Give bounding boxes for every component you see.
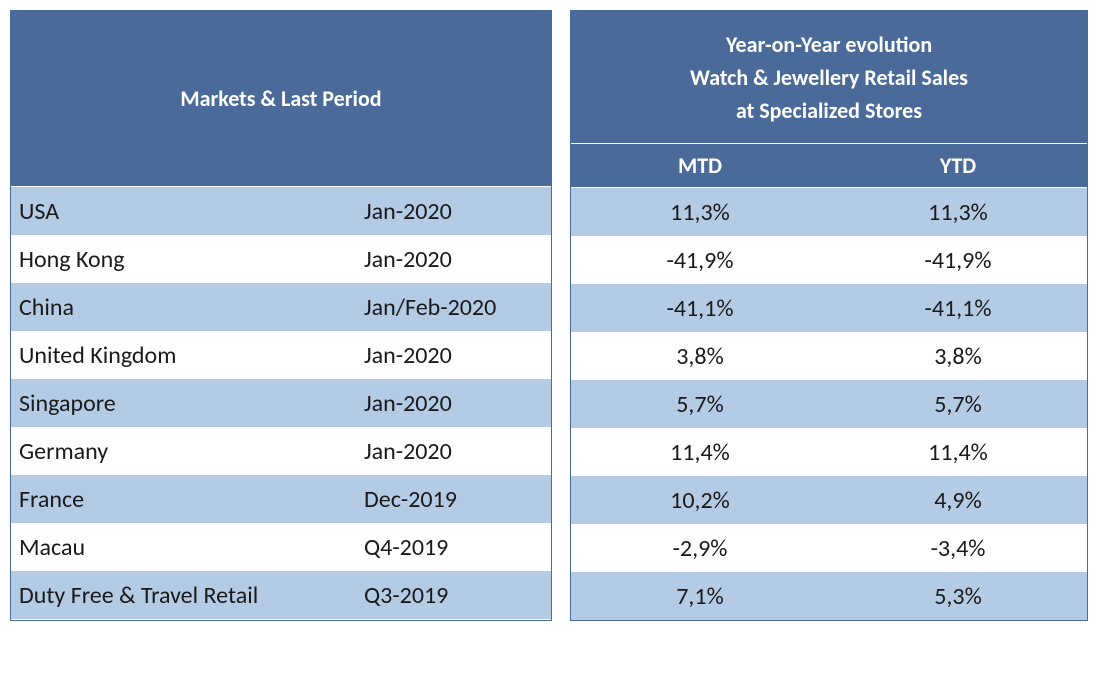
cell-period: Dec-2019 — [364, 485, 545, 514]
cell-mtd: -41,9% — [571, 246, 829, 275]
cell-period: Q4-2019 — [364, 533, 545, 562]
table-row: USAJan-2020 — [11, 187, 551, 235]
values-header-line1: Year-on-Year evolution — [726, 28, 932, 61]
cell-market: Germany — [19, 437, 364, 466]
table-row: GermanyJan-2020 — [11, 427, 551, 475]
table-row: SingaporeJan-2020 — [11, 379, 551, 427]
table-row: 10,2%4,9% — [571, 476, 1087, 524]
cell-market: France — [19, 485, 364, 514]
values-rows: 11,3%11,3%-41,9%-41,9%-41,1%-41,1%3,8%3,… — [571, 188, 1087, 620]
table-row: 11,4%11,4% — [571, 428, 1087, 476]
col-header-mtd: MTD — [571, 144, 829, 187]
table-row: 11,3%11,3% — [571, 188, 1087, 236]
cell-ytd: 5,3% — [829, 582, 1087, 611]
table-row: -2,9%-3,4% — [571, 524, 1087, 572]
cell-mtd: -2,9% — [571, 534, 829, 563]
cell-ytd: 11,4% — [829, 438, 1087, 467]
cell-market: Duty Free & Travel Retail — [19, 581, 364, 610]
table-row: FranceDec-2019 — [11, 475, 551, 523]
cell-ytd: 11,3% — [829, 198, 1087, 227]
cell-period: Jan-2020 — [364, 197, 545, 226]
cell-ytd: -3,4% — [829, 534, 1087, 563]
cell-mtd: 7,1% — [571, 582, 829, 611]
values-header-line3: at Specialized Stores — [736, 94, 922, 127]
cell-market: Macau — [19, 533, 364, 562]
cell-market: China — [19, 293, 364, 322]
cell-mtd: 11,3% — [571, 198, 829, 227]
cell-ytd: 5,7% — [829, 390, 1087, 419]
table-row: Duty Free & Travel RetailQ3-2019 — [11, 571, 551, 619]
cell-ytd: 4,9% — [829, 486, 1087, 515]
table-row: MacauQ4-2019 — [11, 523, 551, 571]
table-row: 3,8%3,8% — [571, 332, 1087, 380]
cell-market: USA — [19, 197, 364, 226]
cell-mtd: -41,1% — [571, 294, 829, 323]
cell-ytd: -41,1% — [829, 294, 1087, 323]
cell-mtd: 11,4% — [571, 438, 829, 467]
cell-mtd: 10,2% — [571, 486, 829, 515]
cell-mtd: 5,7% — [571, 390, 829, 419]
cell-period: Jan-2020 — [364, 437, 545, 466]
cell-mtd: 3,8% — [571, 342, 829, 371]
values-block: Year-on-Year evolution Watch & Jewellery… — [570, 10, 1088, 621]
values-header-line2: Watch & Jewellery Retail Sales — [690, 61, 968, 94]
cell-period: Q3-2019 — [364, 581, 545, 610]
table-row: 7,1%5,3% — [571, 572, 1087, 620]
table-row: 5,7%5,7% — [571, 380, 1087, 428]
cell-period: Jan-2020 — [364, 341, 545, 370]
markets-block: Markets & Last Period USAJan-2020Hong Ko… — [10, 10, 552, 621]
cell-market: Singapore — [19, 389, 364, 418]
markets-rows: USAJan-2020Hong KongJan-2020ChinaJan/Feb… — [11, 187, 551, 619]
table-row: United KingdomJan-2020 — [11, 331, 551, 379]
cell-market: Hong Kong — [19, 245, 364, 274]
col-header-ytd: YTD — [829, 144, 1087, 187]
table-row: -41,1%-41,1% — [571, 284, 1087, 332]
cell-market: United Kingdom — [19, 341, 364, 370]
cell-period: Jan-2020 — [364, 389, 545, 418]
markets-header: Markets & Last Period — [11, 11, 551, 187]
table-row: -41,9%-41,9% — [571, 236, 1087, 284]
cell-period: Jan/Feb-2020 — [364, 293, 545, 322]
table-row: ChinaJan/Feb-2020 — [11, 283, 551, 331]
values-header: Year-on-Year evolution Watch & Jewellery… — [571, 11, 1087, 144]
table-row: Hong KongJan-2020 — [11, 235, 551, 283]
cell-ytd: -41,9% — [829, 246, 1087, 275]
cell-period: Jan-2020 — [364, 245, 545, 274]
cell-ytd: 3,8% — [829, 342, 1087, 371]
retail-sales-table: Markets & Last Period USAJan-2020Hong Ko… — [10, 10, 1088, 621]
values-subheader: MTD YTD — [571, 144, 1087, 188]
markets-header-label: Markets & Last Period — [180, 82, 381, 115]
